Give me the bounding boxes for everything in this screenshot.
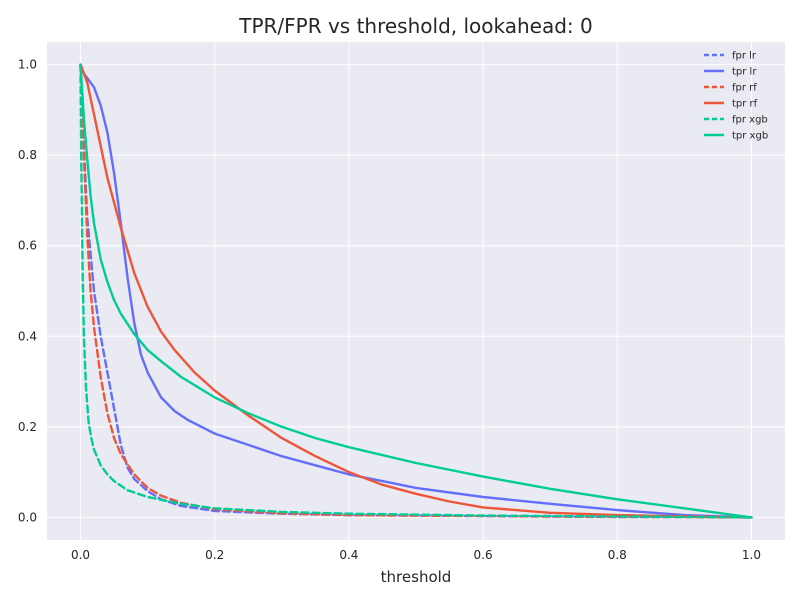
y-tick-label: 0.4 (18, 329, 37, 343)
x-tick-label: 0.0 (71, 548, 90, 562)
legend-label: tpr rf (732, 99, 758, 110)
series-line-fpr-xgb (79, 63, 753, 519)
y-tick-label: 1.0 (18, 58, 37, 72)
gridlines (47, 42, 785, 540)
x-tick-label: 1.0 (742, 548, 761, 562)
x-tick-label: 0.6 (474, 548, 493, 562)
legend-label: fpr rf (732, 83, 757, 94)
y-tick-labels: 0.0 0.2 0.4 0.6 0.8 1.0 (18, 58, 37, 525)
x-tick-label: 0.4 (339, 548, 358, 562)
y-tick-label: 0.2 (18, 420, 37, 434)
series-line-tpr-xgb (79, 63, 753, 519)
series-lines (79, 63, 753, 519)
x-tick-label: 0.2 (205, 548, 224, 562)
legend-label: tpr lr (732, 67, 757, 78)
series-line-tpr-lr (79, 63, 753, 519)
legend-label: tpr xgb (732, 131, 768, 142)
x-tick-labels: 0.0 0.2 0.4 0.6 0.8 1.0 (71, 548, 761, 562)
legend: fpr lr tpr lr fpr rf tpr rf fpr xgb tpr xgb (704, 51, 768, 142)
chart-title: TPR/FPR vs threshold, lookahead: 0 (238, 14, 593, 38)
y-tick-label: 0.6 (18, 239, 37, 253)
legend-label: fpr xgb (732, 115, 768, 126)
y-tick-label: 0.0 (18, 510, 37, 524)
plot-area (47, 42, 785, 540)
series-line-tpr-rf (79, 63, 753, 519)
x-tick-label: 0.8 (608, 548, 627, 562)
legend-label: fpr lr (732, 51, 757, 62)
x-axis-label: threshold (381, 568, 452, 586)
y-tick-label: 0.8 (18, 148, 37, 162)
